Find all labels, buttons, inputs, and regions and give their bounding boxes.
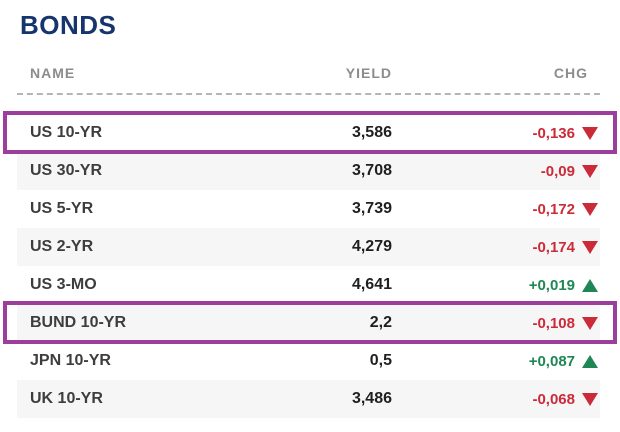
row-yield: 3,708 [351, 162, 392, 179]
page-title: BONDS [20, 10, 117, 40]
down-triangle-icon [582, 164, 598, 178]
row-chg-value: -0,068 [532, 390, 575, 408]
down-triangle-icon [582, 126, 598, 140]
row-chg: -0,174 [392, 239, 600, 256]
bonds-table-header: NAME YIELD CHG [17, 65, 600, 95]
row-yield: 4,641 [351, 276, 392, 293]
row-chg: +0,087 [392, 353, 600, 370]
row-name: JPN 10-YR [30, 352, 111, 369]
column-header-yield: YIELD [345, 65, 392, 81]
row-name: UK 10-YR [30, 390, 103, 407]
row-chg-value: -0,174 [532, 238, 575, 256]
row-name: US 10-YR [30, 124, 103, 141]
row-name: US 3-MO [30, 276, 97, 293]
row-chg: -0,068 [392, 391, 600, 408]
row-chg: -0,09 [392, 163, 600, 180]
table-row[interactable]: UK 10-YR 3,486 -0,068 [17, 380, 600, 418]
bonds-table: NAME YIELD CHG US 10-YR 3,586 -0,136 US … [3, 65, 617, 418]
table-row[interactable]: BUND 10-YR 2,2 -0,108 [3, 301, 617, 344]
row-yield: 3,586 [351, 124, 392, 141]
up-triangle-icon [582, 278, 598, 292]
down-triangle-icon [582, 240, 598, 254]
row-name: US 30-YR [30, 162, 103, 179]
row-name: US 2-YR [30, 238, 94, 255]
row-yield: 4,279 [351, 238, 392, 255]
row-chg-value: -0,136 [532, 124, 575, 142]
row-yield: 3,739 [351, 200, 392, 217]
row-yield: 2,2 [369, 314, 392, 331]
row-chg: -0,136 [392, 125, 600, 142]
row-chg: -0,172 [392, 201, 600, 218]
row-chg: +0,019 [392, 277, 600, 294]
bonds-table-body: US 10-YR 3,586 -0,136 US 30-YR 3,708 -0,… [3, 111, 617, 418]
row-yield: 0,5 [369, 352, 392, 369]
table-row[interactable]: US 30-YR 3,708 -0,09 [17, 152, 600, 190]
column-header-name: NAME [30, 65, 76, 81]
row-chg-value: -0,09 [540, 162, 575, 180]
table-row[interactable]: US 10-YR 3,586 -0,136 [3, 111, 617, 154]
up-triangle-icon [582, 354, 598, 368]
row-chg: -0,108 [392, 315, 600, 332]
row-chg-value: +0,087 [528, 352, 575, 370]
table-row[interactable]: US 2-YR 4,279 -0,174 [17, 228, 600, 266]
table-row[interactable]: US 3-MO 4,641 +0,019 [17, 266, 600, 304]
row-chg-value: -0,108 [532, 314, 575, 332]
down-triangle-icon [582, 316, 598, 330]
column-header-chg: CHG [553, 65, 588, 81]
row-chg-value: +0,019 [528, 276, 575, 294]
row-name: US 5-YR [30, 200, 94, 217]
row-yield: 3,486 [351, 390, 392, 407]
row-chg-value: -0,172 [532, 200, 575, 218]
down-triangle-icon [582, 202, 598, 216]
table-row[interactable]: JPN 10-YR 0,5 +0,087 [17, 342, 600, 380]
down-triangle-icon [582, 392, 598, 406]
table-row[interactable]: US 5-YR 3,739 -0,172 [17, 190, 600, 228]
row-name: BUND 10-YR [30, 314, 127, 331]
